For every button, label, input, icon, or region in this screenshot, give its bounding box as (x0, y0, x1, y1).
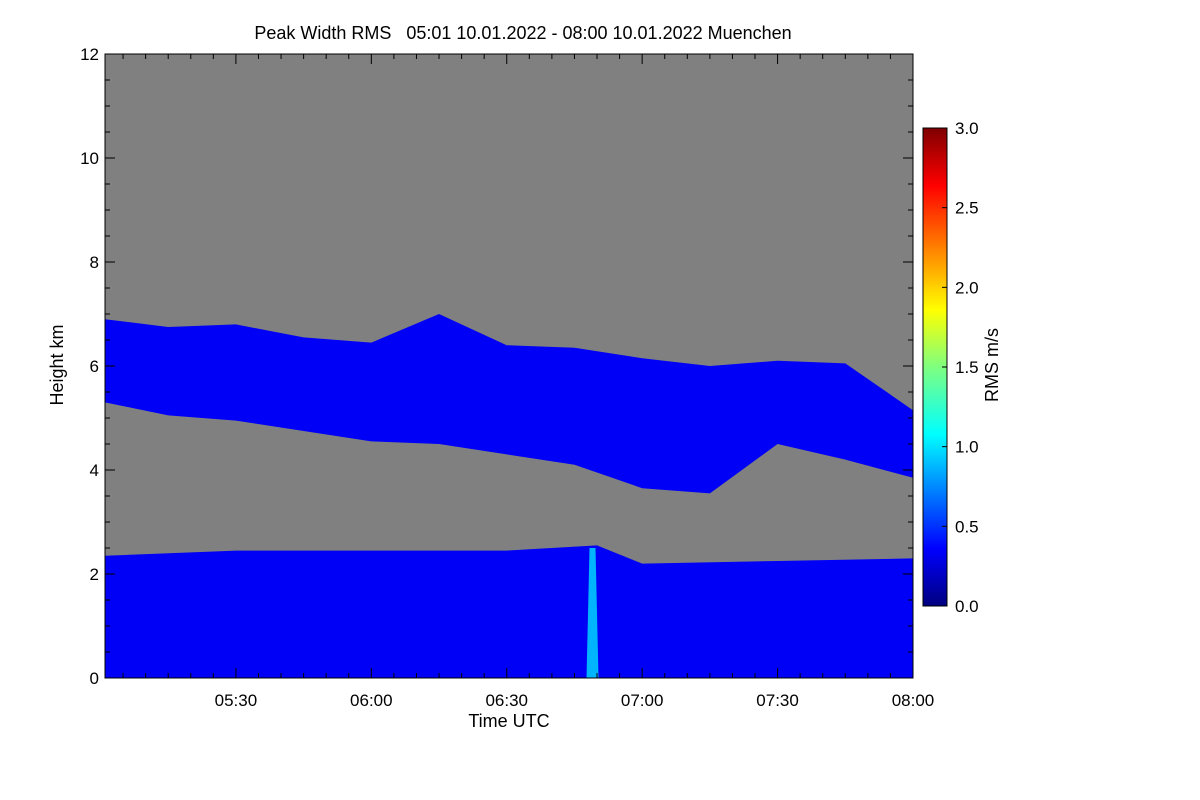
layer-boundary-layer (105, 545, 913, 678)
x-tick-label: 05:30 (215, 691, 258, 710)
colorbar-tick-label: 2.5 (955, 199, 979, 218)
colorbar-tick-label: 1.0 (955, 438, 979, 457)
colorbar-tick-label: 3.0 (955, 119, 979, 138)
colorbar-tick-label: 0.0 (955, 597, 979, 616)
colorbar-tick-label: 1.5 (955, 358, 979, 377)
colorbar-tick-label: 0.5 (955, 517, 979, 536)
x-tick-label: 07:00 (621, 691, 664, 710)
chart-title: Peak Width RMS 05:01 10.01.2022 - 08:00 … (254, 23, 791, 43)
y-axis-label: Height km (47, 324, 67, 405)
y-tick-label: 6 (90, 357, 99, 376)
x-tick-label: 07:30 (756, 691, 799, 710)
x-tick-label: 06:30 (485, 691, 528, 710)
x-axis-label: Time UTC (468, 711, 549, 731)
y-tick-label: 12 (80, 45, 99, 64)
y-tick-label: 4 (90, 461, 99, 480)
colorbar-label: RMS m/s (982, 328, 1002, 402)
x-axis: 05:30 06:00 06:30 07:00 07:30 08:00 (122, 54, 935, 710)
y-tick-label: 2 (90, 565, 99, 584)
y-tick-label: 10 (80, 149, 99, 168)
y-tick-label: 8 (90, 253, 99, 272)
peak-feature (586, 548, 599, 678)
colorbar-axis: 0.0 0.5 1.0 1.5 2.0 2.5 3.0 (942, 119, 979, 616)
y-tick-label: 0 (90, 669, 99, 688)
colorbar-tick-label: 2.0 (955, 278, 979, 297)
x-tick-label: 08:00 (892, 691, 935, 710)
data-layers (105, 314, 913, 678)
layer-upper-cloud (105, 314, 913, 494)
y-axis: 0 2 4 6 8 10 12 (80, 45, 913, 688)
x-tick-label: 06:00 (350, 691, 393, 710)
